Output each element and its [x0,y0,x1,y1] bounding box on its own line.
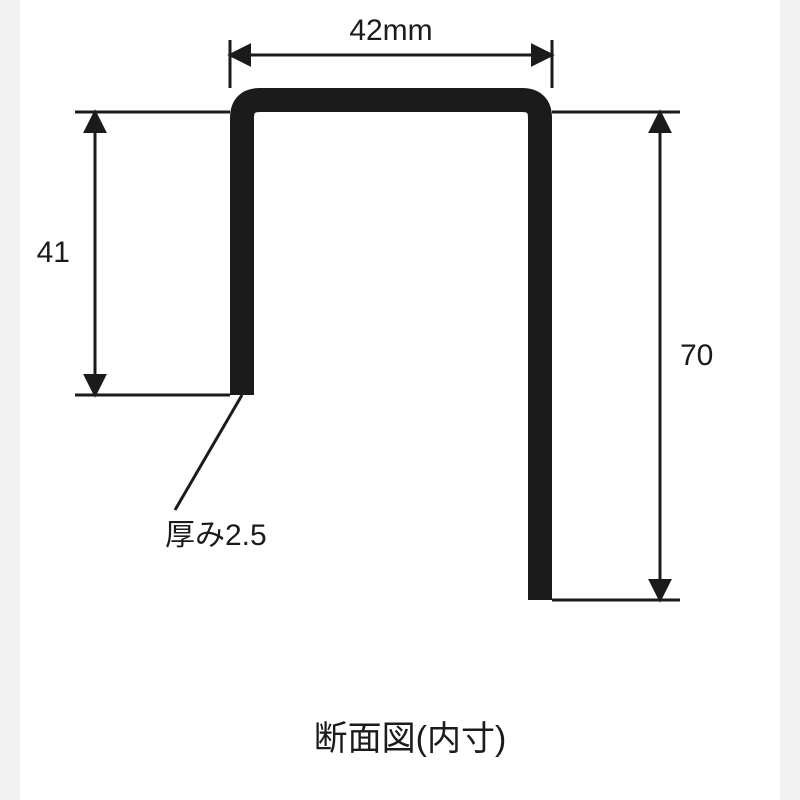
diagram-svg: 42mm 41 70 厚み2.5 断面図(内寸) [20,0,780,800]
dim-label-right: 70 [680,339,713,372]
dim-label-left: 41 [37,236,70,269]
diagram-panel: 42mm 41 70 厚み2.5 断面図(内寸) [20,0,780,800]
dim-label-width: 42mm [349,14,432,47]
dim-label-thickness: 厚み2.5 [165,519,267,552]
diagram-caption: 断面図(内寸) [314,720,507,758]
leader-thickness [175,395,242,510]
profile-shape [242,100,540,600]
